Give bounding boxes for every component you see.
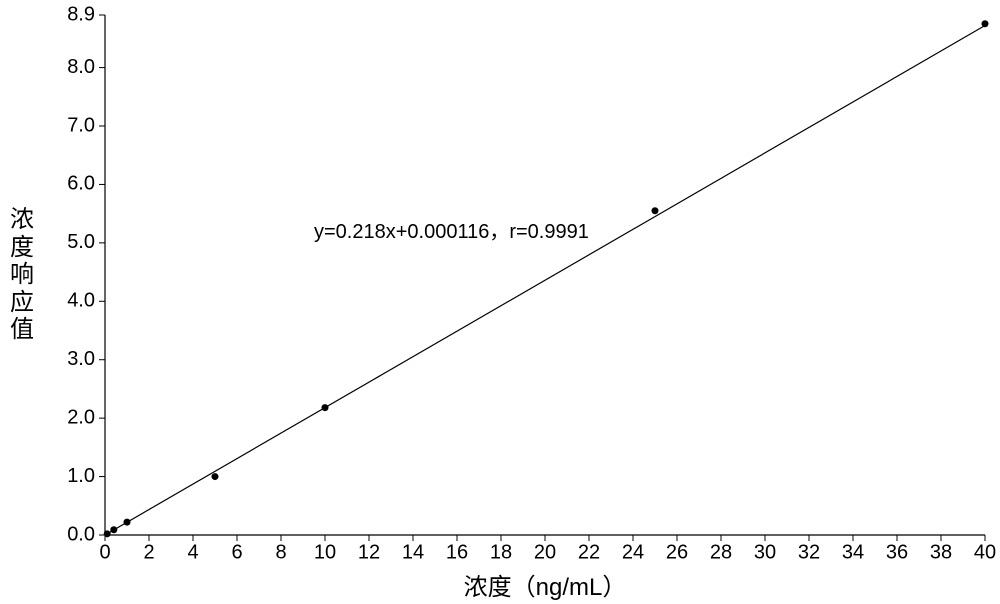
x-tick-label: 40 [974,542,996,564]
chart-svg: 02468101214161820222426283032343638400.0… [0,0,1000,604]
data-point [212,473,219,480]
y-tick-label: 4.0 [67,290,95,312]
x-tick-label: 36 [886,542,908,564]
y-tick-label: 1.0 [67,465,95,487]
x-tick-label: 18 [490,542,512,564]
y-tick-label: 3.0 [67,348,95,370]
y-tick-label: 6.0 [67,173,95,195]
y-axis-title: 浓度响应值 [8,206,36,344]
data-point [982,20,989,27]
x-tick-label: 4 [187,542,198,564]
y-tick-label: 8.0 [67,56,95,78]
x-axis-title: 浓度（ng/mL） [105,567,985,602]
x-tick-label: 28 [710,542,732,564]
y-tick-label: 0.0 [67,523,95,545]
data-point [110,526,117,533]
x-tick-label: 2 [143,542,154,564]
y-tick-label: 2.0 [67,406,95,428]
data-point [652,207,659,214]
x-tick-label: 24 [622,542,644,564]
x-tick-label: 30 [754,542,776,564]
data-point [322,404,329,411]
x-tick-label: 6 [231,542,242,564]
x-tick-label: 20 [534,542,556,564]
regression-equation-label: y=0.218x+0.000116，r=0.9991 [314,215,589,244]
x-tick-label: 22 [578,542,600,564]
y-tick-label: 8.9 [67,3,95,25]
x-tick-label: 34 [842,542,864,564]
x-tick-label: 0 [99,542,110,564]
y-tick-label: 7.0 [67,114,95,136]
x-tick-label: 10 [314,542,336,564]
x-tick-label: 14 [402,542,424,564]
data-point [104,530,111,537]
y-tick-label: 5.0 [67,231,95,253]
x-tick-label: 16 [446,542,468,564]
regression-line [105,26,985,535]
x-tick-label: 38 [930,542,952,564]
x-tick-label: 8 [275,542,286,564]
x-tick-label: 12 [358,542,380,564]
chart-container: 02468101214161820222426283032343638400.0… [0,0,1000,604]
data-point [124,519,131,526]
x-tick-label: 32 [798,542,820,564]
x-tick-label: 26 [666,542,688,564]
